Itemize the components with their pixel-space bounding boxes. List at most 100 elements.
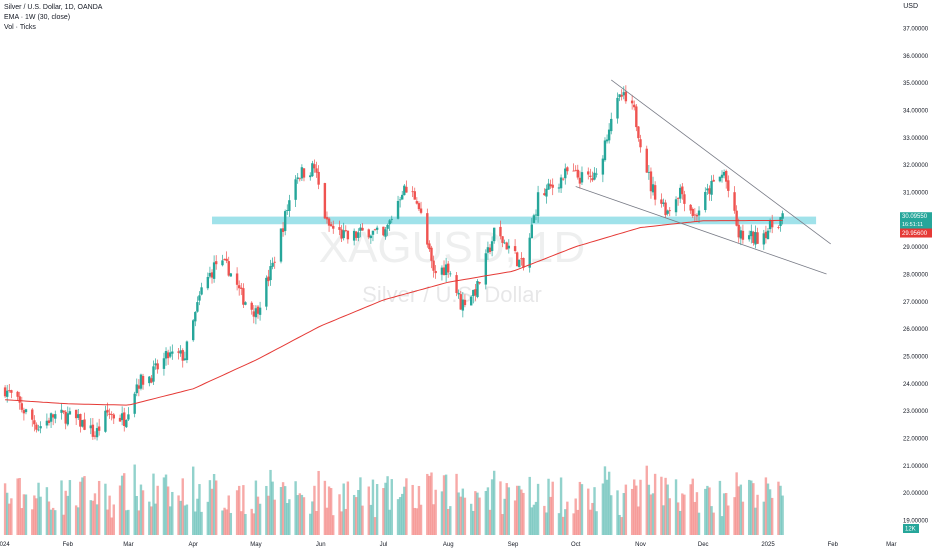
candle[interactable] [666,209,669,216]
candle[interactable] [513,239,517,254]
candle[interactable] [601,155,605,183]
candle[interactable] [16,390,19,401]
candle[interactable] [39,421,42,434]
candle[interactable] [300,164,304,182]
candle[interactable] [10,389,13,399]
candle[interactable] [329,221,333,227]
candle[interactable] [137,379,141,397]
candle[interactable] [518,259,521,268]
candle[interactable] [386,223,389,236]
candle[interactable] [653,181,657,206]
candle[interactable] [430,245,433,269]
candle[interactable] [3,385,7,398]
candle[interactable] [279,228,283,264]
candle[interactable] [81,419,84,428]
candle[interactable] [24,408,28,415]
candle[interactable] [501,236,504,248]
candle[interactable] [724,169,728,189]
candle[interactable] [635,104,638,132]
candle[interactable] [352,228,356,246]
candle[interactable] [183,351,187,361]
ema-line[interactable] [5,219,783,406]
candle[interactable] [237,280,241,296]
candle[interactable] [346,230,350,244]
candle[interactable] [135,378,138,397]
candle[interactable] [428,240,431,252]
candle[interactable] [20,396,24,413]
candle[interactable] [198,291,201,306]
candle[interactable] [286,204,289,215]
candle[interactable] [591,171,594,182]
candle[interactable] [463,294,467,308]
candle[interactable] [405,180,408,193]
candle[interactable] [766,227,770,240]
candle[interactable] [323,182,327,220]
candle[interactable] [357,228,360,242]
candle[interactable] [148,376,151,387]
candle[interactable] [77,408,80,420]
candle[interactable] [35,422,38,433]
candle[interactable] [645,145,648,173]
candle[interactable] [177,347,180,360]
candle[interactable] [139,373,143,391]
candle[interactable] [120,406,124,426]
candle[interactable] [639,134,642,153]
candle[interactable] [587,167,590,180]
candle[interactable] [603,137,607,162]
candle[interactable] [528,233,531,273]
candle[interactable] [559,174,563,193]
candle[interactable] [60,402,63,420]
candle[interactable] [298,177,302,182]
trendline[interactable] [610,79,831,245]
candle[interactable] [194,311,197,327]
candle[interactable] [302,167,306,182]
candle[interactable] [123,407,126,432]
candle[interactable] [221,254,224,267]
candle[interactable] [704,187,707,213]
candle[interactable] [166,349,170,365]
last-price-label[interactable]: 30.09550 16:51:11 [900,212,932,230]
candle[interactable] [240,282,243,296]
candle[interactable] [530,217,534,239]
candle[interactable] [739,226,743,246]
candle[interactable] [309,172,312,181]
candle[interactable] [578,170,582,189]
candle[interactable] [212,255,216,283]
candle[interactable] [490,236,494,257]
candle[interactable] [22,407,26,421]
candle[interactable] [706,183,709,195]
candle[interactable] [737,218,740,243]
candle[interactable] [62,410,65,415]
candle[interactable] [359,224,362,238]
candle[interactable] [689,204,692,214]
candle[interactable] [355,231,358,241]
candle[interactable] [630,94,634,110]
candle[interactable] [125,419,128,429]
candle[interactable] [515,251,519,267]
candle[interactable] [566,166,569,175]
candle[interactable] [449,271,452,277]
candle[interactable] [633,100,636,111]
candle[interactable] [419,201,423,215]
candle[interactable] [54,410,57,424]
candle[interactable] [712,174,715,182]
candle[interactable] [208,266,212,279]
candle[interactable] [620,89,623,101]
candle[interactable] [317,165,320,190]
candle[interactable] [469,295,473,306]
candle[interactable] [741,224,745,244]
candle[interactable] [181,348,184,368]
candle[interactable] [229,272,233,277]
candle[interactable] [250,301,253,315]
candle[interactable] [79,413,82,433]
candle[interactable] [503,239,506,245]
candle[interactable] [281,222,285,237]
candle[interactable] [754,225,757,249]
candle[interactable] [271,257,274,270]
candle[interactable] [154,358,157,370]
candle[interactable] [549,179,552,189]
candle[interactable] [547,178,550,190]
candle[interactable] [74,409,78,426]
candle[interactable] [200,282,203,296]
candle[interactable] [616,92,619,124]
